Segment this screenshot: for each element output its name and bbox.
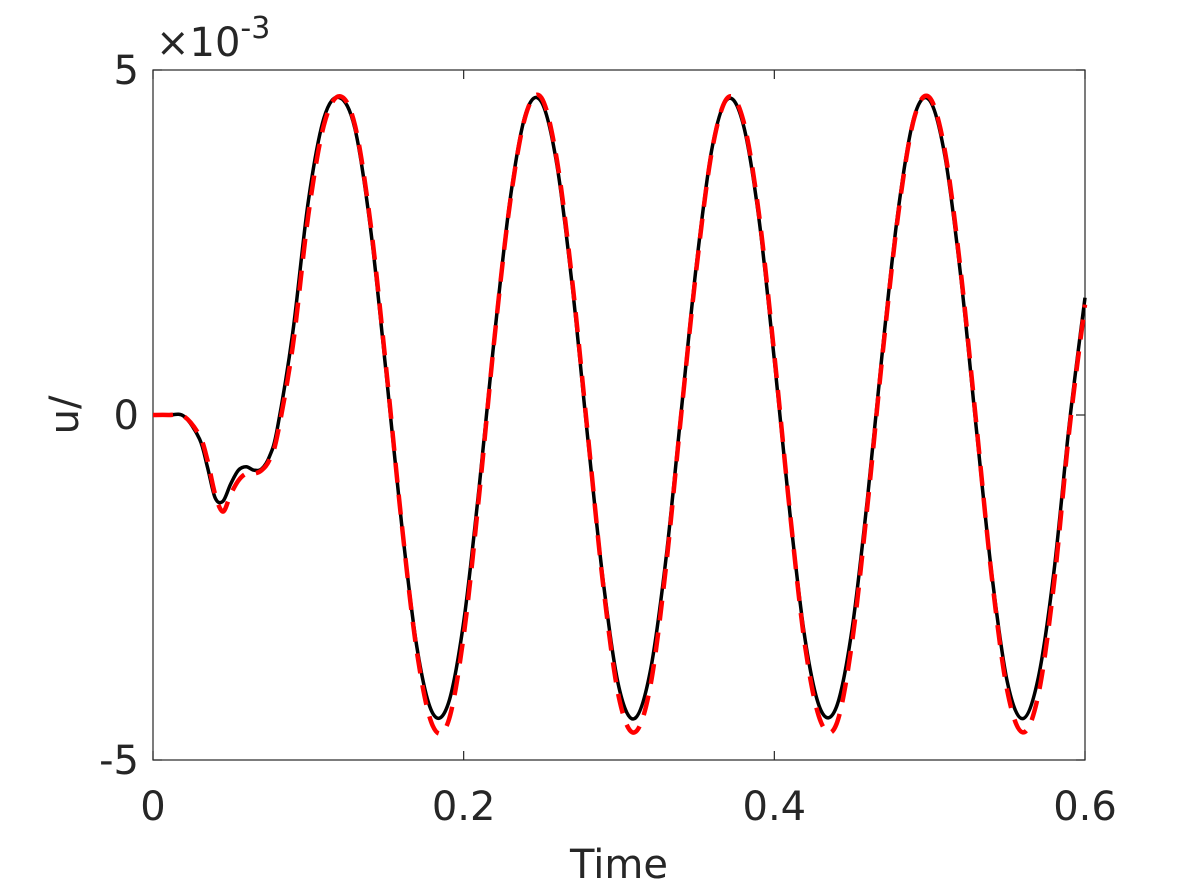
y-tick-label: 0	[114, 393, 139, 439]
x-tick-label: 0	[140, 784, 165, 830]
x-tick-label: 0.4	[743, 784, 807, 830]
y-multiplier-exponent: -3	[240, 11, 270, 46]
series-line	[152, 95, 1087, 721]
x-axis-label: Time	[569, 842, 668, 888]
axes-box	[152, 69, 1086, 761]
y-multiplier-base: ×10	[156, 20, 240, 66]
series-line	[152, 92, 1088, 736]
y-multiplier: ×10-3	[156, 11, 270, 66]
x-tick-label: 0.2	[432, 784, 496, 830]
x-tick-label: 0.6	[1053, 784, 1117, 830]
y-axis-label: u/	[42, 395, 88, 434]
y-tick-label: -5	[99, 738, 139, 784]
y-tick-label: 5	[114, 48, 139, 94]
